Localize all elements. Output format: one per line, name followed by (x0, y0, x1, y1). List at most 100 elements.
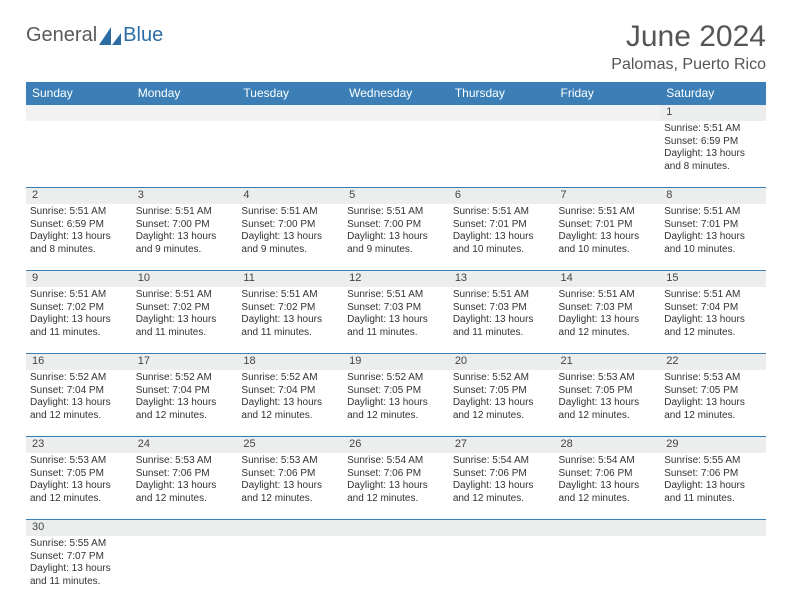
day-header: Thursday (449, 82, 555, 105)
sunrise-line: Sunrise: 5:51 AM (453, 289, 551, 302)
sunset-line: Sunset: 7:07 PM (30, 551, 128, 564)
day-content-row: Sunrise: 5:51 AMSunset: 6:59 PMDaylight:… (26, 204, 766, 271)
day-header: Monday (132, 82, 238, 105)
day-content-cell (26, 121, 132, 188)
calendar-table: Sunday Monday Tuesday Wednesday Thursday… (26, 82, 766, 602)
day-number-row: 1 (26, 105, 766, 122)
day-content-cell (555, 536, 661, 602)
day-number: 10 (138, 272, 150, 284)
day-header: Saturday (660, 82, 766, 105)
day-content-cell (660, 536, 766, 602)
day-content-cell: Sunrise: 5:52 AMSunset: 7:05 PMDaylight:… (449, 370, 555, 437)
sunset-line: Sunset: 7:01 PM (559, 219, 657, 232)
sunrise-line: Sunrise: 5:52 AM (30, 372, 128, 385)
daylight-line: Daylight: 13 hours and 12 minutes. (559, 397, 657, 422)
day-number: 4 (243, 189, 249, 201)
sunrise-line: Sunrise: 5:51 AM (453, 206, 551, 219)
sunrise-line: Sunrise: 5:53 AM (241, 455, 339, 468)
day-number-cell: 10 (132, 271, 238, 288)
sunset-line: Sunset: 7:00 PM (241, 219, 339, 232)
day-content-cell: Sunrise: 5:51 AMSunset: 7:02 PMDaylight:… (26, 287, 132, 354)
logo-sail-icon (99, 27, 121, 45)
day-number-cell: 23 (26, 437, 132, 454)
day-number-cell: 16 (26, 354, 132, 371)
day-number-cell: 22 (660, 354, 766, 371)
sunset-line: Sunset: 7:05 PM (30, 468, 128, 481)
day-content-cell: Sunrise: 5:53 AMSunset: 7:06 PMDaylight:… (132, 453, 238, 520)
daylight-line: Daylight: 13 hours and 12 minutes. (347, 480, 445, 505)
sunset-line: Sunset: 7:01 PM (664, 219, 762, 232)
day-number-cell (132, 105, 238, 122)
sunset-line: Sunset: 7:05 PM (559, 385, 657, 398)
day-number: 14 (561, 272, 573, 284)
day-content-cell: Sunrise: 5:51 AMSunset: 7:00 PMDaylight:… (237, 204, 343, 271)
daylight-line: Daylight: 13 hours and 9 minutes. (347, 231, 445, 256)
day-number-cell: 17 (132, 354, 238, 371)
day-number-cell (26, 105, 132, 122)
day-content-row: Sunrise: 5:51 AMSunset: 6:59 PMDaylight:… (26, 121, 766, 188)
sunrise-line: Sunrise: 5:53 AM (30, 455, 128, 468)
sunset-line: Sunset: 7:06 PM (664, 468, 762, 481)
sunset-line: Sunset: 7:03 PM (559, 302, 657, 315)
location-label: Palomas, Puerto Rico (611, 56, 766, 74)
day-number: 15 (666, 272, 678, 284)
day-number-row: 16171819202122 (26, 354, 766, 371)
sunrise-line: Sunrise: 5:51 AM (664, 289, 762, 302)
day-number-cell: 15 (660, 271, 766, 288)
daylight-line: Daylight: 13 hours and 8 minutes. (664, 148, 762, 173)
daylight-line: Daylight: 13 hours and 10 minutes. (453, 231, 551, 256)
daylight-line: Daylight: 13 hours and 12 minutes. (241, 480, 339, 505)
day-content-cell: Sunrise: 5:53 AMSunset: 7:05 PMDaylight:… (660, 370, 766, 437)
sunset-line: Sunset: 7:04 PM (136, 385, 234, 398)
day-number-cell: 2 (26, 188, 132, 205)
day-content-cell (237, 121, 343, 188)
day-number-cell: 1 (660, 105, 766, 122)
day-number-cell (237, 520, 343, 537)
day-content-cell: Sunrise: 5:51 AMSunset: 7:04 PMDaylight:… (660, 287, 766, 354)
sunrise-line: Sunrise: 5:52 AM (453, 372, 551, 385)
sunrise-line: Sunrise: 5:52 AM (241, 372, 339, 385)
day-content-cell: Sunrise: 5:54 AMSunset: 7:06 PMDaylight:… (449, 453, 555, 520)
sunrise-line: Sunrise: 5:53 AM (559, 372, 657, 385)
day-number: 26 (349, 438, 361, 450)
day-number-cell (343, 520, 449, 537)
day-content-cell: Sunrise: 5:51 AMSunset: 6:59 PMDaylight:… (660, 121, 766, 188)
sunset-line: Sunset: 7:04 PM (30, 385, 128, 398)
day-content-cell: Sunrise: 5:52 AMSunset: 7:04 PMDaylight:… (26, 370, 132, 437)
sunset-line: Sunset: 7:04 PM (664, 302, 762, 315)
daylight-line: Daylight: 13 hours and 12 minutes. (136, 397, 234, 422)
day-content-cell (449, 121, 555, 188)
sunset-line: Sunset: 7:02 PM (241, 302, 339, 315)
sunrise-line: Sunrise: 5:51 AM (347, 289, 445, 302)
day-number-cell (237, 105, 343, 122)
daylight-line: Daylight: 13 hours and 9 minutes. (136, 231, 234, 256)
daylight-line: Daylight: 13 hours and 11 minutes. (30, 563, 128, 588)
day-number-cell: 19 (343, 354, 449, 371)
day-content-cell (449, 536, 555, 602)
daylight-line: Daylight: 13 hours and 10 minutes. (559, 231, 657, 256)
sunset-line: Sunset: 7:04 PM (241, 385, 339, 398)
day-number: 29 (666, 438, 678, 450)
day-number-cell: 5 (343, 188, 449, 205)
daylight-line: Daylight: 13 hours and 11 minutes. (664, 480, 762, 505)
day-number: 16 (32, 355, 44, 367)
sunrise-line: Sunrise: 5:52 AM (136, 372, 234, 385)
day-number: 5 (349, 189, 355, 201)
daylight-line: Daylight: 13 hours and 12 minutes. (30, 480, 128, 505)
day-number: 28 (561, 438, 573, 450)
sunset-line: Sunset: 7:03 PM (453, 302, 551, 315)
day-number-cell (449, 105, 555, 122)
sunrise-line: Sunrise: 5:51 AM (347, 206, 445, 219)
day-number-cell (660, 520, 766, 537)
day-content-cell: Sunrise: 5:54 AMSunset: 7:06 PMDaylight:… (343, 453, 449, 520)
sunset-line: Sunset: 7:06 PM (136, 468, 234, 481)
day-number-cell: 9 (26, 271, 132, 288)
sunset-line: Sunset: 7:05 PM (347, 385, 445, 398)
day-number-cell: 14 (555, 271, 661, 288)
day-number-cell: 8 (660, 188, 766, 205)
day-content-cell: Sunrise: 5:54 AMSunset: 7:06 PMDaylight:… (555, 453, 661, 520)
sunrise-line: Sunrise: 5:52 AM (347, 372, 445, 385)
day-number: 7 (561, 189, 567, 201)
daylight-line: Daylight: 13 hours and 12 minutes. (664, 397, 762, 422)
day-number-row: 9101112131415 (26, 271, 766, 288)
